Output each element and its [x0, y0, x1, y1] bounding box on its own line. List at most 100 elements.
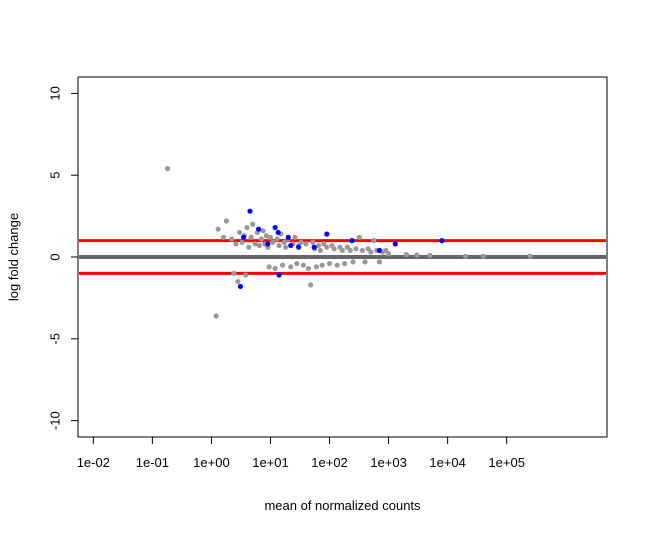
data-point — [229, 236, 235, 242]
data-point — [282, 244, 289, 250]
data-point-significant — [288, 242, 294, 249]
data-point — [231, 270, 237, 276]
data-point-significant — [272, 224, 278, 231]
data-point — [256, 242, 263, 249]
data-point — [371, 238, 377, 244]
y-tick-label: -5 — [47, 333, 62, 345]
data-point — [308, 282, 314, 288]
data-point — [313, 264, 320, 270]
data-point — [235, 278, 241, 285]
data-point — [300, 262, 306, 268]
points-layer — [164, 166, 533, 319]
data-point — [305, 265, 312, 272]
data-point-significant — [237, 283, 244, 290]
data-point — [353, 246, 359, 252]
data-point — [237, 229, 243, 236]
data-point — [258, 236, 264, 242]
data-point — [252, 241, 258, 247]
data-point — [376, 259, 383, 265]
x-tick-label: 1e-01 — [136, 455, 169, 470]
data-point — [527, 253, 533, 259]
data-point-significant — [311, 244, 317, 250]
data-point — [342, 260, 348, 267]
data-point-significant — [349, 238, 355, 244]
data-point-significant — [392, 241, 398, 247]
data-point — [244, 224, 250, 231]
data-point — [298, 239, 304, 245]
data-point — [288, 264, 294, 270]
data-point — [326, 260, 333, 267]
data-point-significant — [256, 226, 262, 232]
data-point-significant — [276, 272, 282, 278]
data-point — [362, 259, 368, 265]
data-point — [263, 233, 269, 239]
data-point — [350, 259, 356, 265]
data-point — [480, 253, 486, 259]
data-point-significant — [439, 238, 445, 244]
data-point — [385, 251, 392, 257]
data-point-significant — [275, 229, 281, 236]
data-point — [356, 234, 362, 240]
y-axis: -10 -5 0 5 10 — [47, 86, 79, 430]
x-axis: 1e-02 1e-01 1e+00 1e+01 1e+02 1e+03 1e+04 1e+05 — [77, 436, 525, 470]
data-point-significant — [285, 234, 291, 240]
data-point — [267, 234, 274, 240]
y-tick-label: -10 — [47, 411, 62, 430]
x-axis-title: mean of normalized counts — [264, 498, 421, 513]
x-tick-label: 1e+03 — [370, 455, 407, 470]
data-point — [246, 244, 252, 250]
data-point — [344, 244, 350, 250]
data-point — [324, 244, 330, 250]
data-point — [266, 264, 272, 270]
data-point — [272, 265, 278, 272]
data-point — [215, 226, 221, 232]
y-tick-label: 5 — [47, 172, 62, 179]
data-point — [270, 239, 276, 245]
data-point — [260, 228, 266, 234]
data-point — [250, 221, 256, 227]
data-point — [276, 242, 282, 249]
data-point-significant — [247, 208, 253, 214]
y-tick-label: 10 — [47, 86, 62, 100]
data-point — [233, 241, 239, 247]
data-point — [292, 234, 298, 240]
y-tick-label: 0 — [47, 253, 62, 260]
data-point-significant — [240, 234, 247, 240]
data-point — [310, 239, 316, 245]
data-point — [331, 246, 337, 252]
data-point — [321, 241, 327, 247]
x-tick-label: 1e+00 — [193, 455, 230, 470]
data-point-significant — [265, 241, 271, 247]
data-point — [334, 262, 340, 268]
data-point — [414, 252, 420, 258]
data-point-significant — [296, 244, 302, 250]
x-tick-label: 1e+04 — [429, 455, 466, 470]
data-point — [315, 242, 322, 249]
x-tick-label: 1e+01 — [252, 455, 289, 470]
data-point — [359, 247, 365, 254]
data-point — [274, 236, 280, 242]
data-point — [319, 262, 325, 268]
data-point — [243, 272, 249, 278]
data-point-significant — [324, 231, 330, 237]
data-point — [347, 247, 353, 254]
data-point — [213, 313, 219, 319]
data-point — [223, 218, 230, 224]
data-point — [294, 260, 300, 267]
data-point — [368, 249, 374, 255]
y-axis-title: log fold change — [6, 213, 21, 301]
x-tick-label: 1e+02 — [311, 455, 348, 470]
data-point — [427, 252, 433, 258]
data-point — [317, 247, 323, 254]
data-point-significant — [376, 247, 383, 254]
data-point — [248, 234, 254, 240]
data-point — [281, 239, 287, 245]
x-tick-label: 1e-02 — [77, 455, 110, 470]
data-point — [462, 253, 469, 259]
data-point — [279, 262, 286, 268]
data-point — [303, 241, 309, 247]
data-point — [239, 239, 245, 245]
x-tick-label: 1e+05 — [488, 455, 525, 470]
